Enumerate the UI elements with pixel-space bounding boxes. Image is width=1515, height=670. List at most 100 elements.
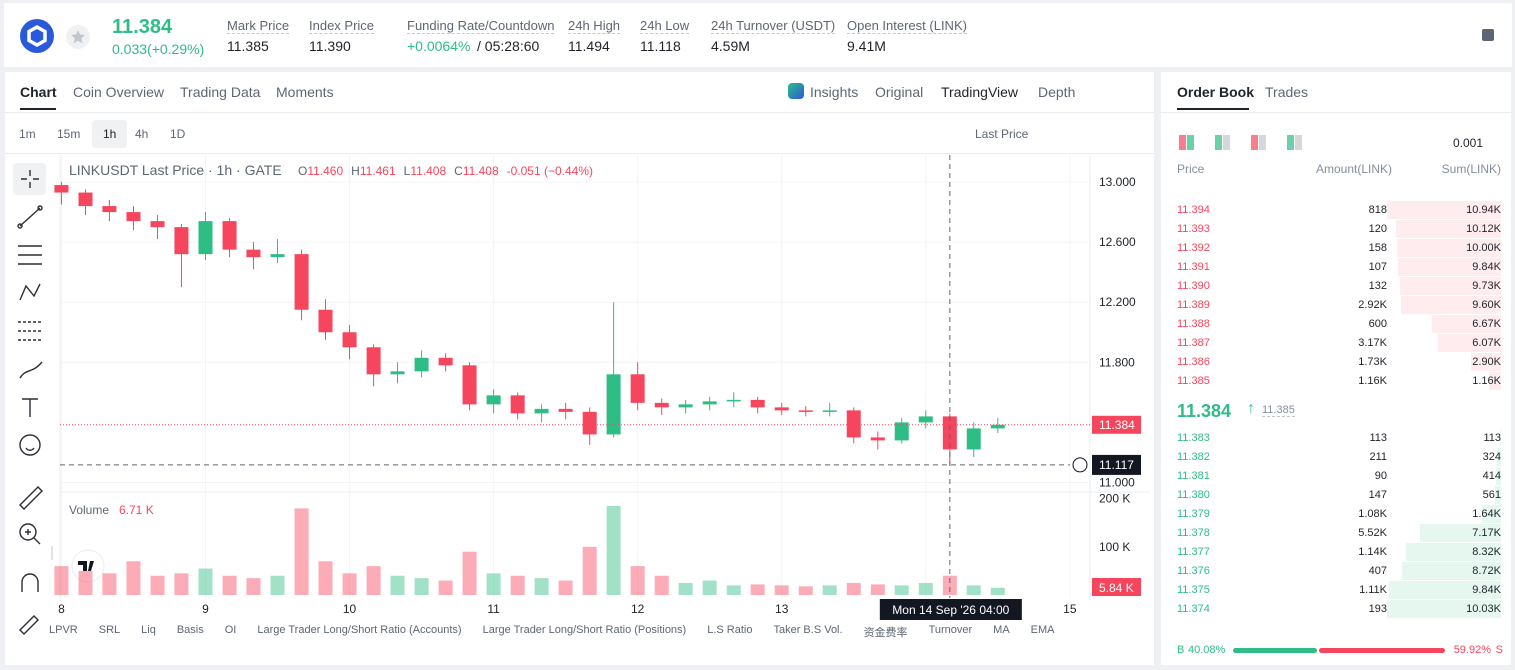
depth-bar <box>1387 201 1501 219</box>
stat-value: 11.118 <box>640 38 681 54</box>
volume-bar <box>942 575 957 595</box>
book-icon[interactable] <box>1480 27 1496 43</box>
indicator-bar[interactable]: LPVR SRL Liq Basis OI Large Trader Long/Short… <box>49 624 1059 642</box>
candle-body <box>198 221 213 255</box>
indicator[interactable]: Turnover <box>928 624 973 636</box>
price-change: 0.033(+0.29%) <box>112 41 205 57</box>
indicator[interactable]: MA <box>993 624 1010 636</box>
ob-amount: 1.08K <box>1358 508 1387 520</box>
ob-layout-icon <box>1187 135 1194 150</box>
candle-body <box>894 422 909 441</box>
volume-bar <box>774 585 789 595</box>
candle-body <box>678 404 693 408</box>
volume-last-label: 5.84 K <box>1099 581 1134 595</box>
indicator[interactable]: LPVR <box>49 624 78 636</box>
depth-bar <box>1396 239 1501 257</box>
volume-bar <box>798 586 813 595</box>
favorite-star[interactable] <box>66 25 90 49</box>
candle-body <box>78 192 93 207</box>
price-type-select: Last Price <box>975 127 1029 141</box>
candle-body <box>966 428 981 450</box>
ob-sum: 10.03K <box>1466 603 1501 615</box>
stat-value: 11.494 <box>568 38 610 54</box>
interval-button[interactable]: 15m <box>57 127 81 141</box>
x-tick-label: 9 <box>202 602 209 616</box>
candle-body <box>390 371 405 375</box>
stat-value: 11.390 <box>309 38 351 54</box>
indicator[interactable]: Liq <box>141 624 156 636</box>
volume-bar <box>918 582 933 595</box>
ob-sum: 10.00K <box>1466 242 1501 254</box>
last-price-tag <box>1092 415 1141 434</box>
interval-button[interactable]: 1D <box>170 127 186 141</box>
indicator[interactable]: SRL <box>98 624 121 636</box>
y-tick-label: 12.200 <box>1099 295 1136 309</box>
indicator[interactable]: OI <box>224 624 237 636</box>
ob-layout-icon <box>1259 135 1266 150</box>
legend-value: 11.408 <box>463 164 499 178</box>
volume-tick-label: 100 K <box>1099 540 1130 554</box>
view-tab[interactable]: TradingView <box>941 84 1019 100</box>
ob-price: 11.378 <box>1177 527 1210 539</box>
chart-title: LINKUSDT Last Price · 1h · GATE <box>69 162 282 178</box>
ob-tab[interactable]: Trades <box>1265 84 1309 100</box>
ob-tab[interactable]: Order Book <box>1177 84 1255 100</box>
ob-divider <box>1161 112 1511 113</box>
x-tick-label: 12 <box>631 602 645 616</box>
indicator[interactable]: 资金费率 <box>863 627 908 639</box>
volume-bar <box>462 551 477 595</box>
ob-price: 11.383 <box>1177 432 1210 444</box>
ob-price: 11.386 <box>1177 356 1210 368</box>
ob-tab-underline[interactable] <box>1177 108 1249 110</box>
ob-price: 11.382 <box>1177 451 1210 463</box>
view-tab[interactable]: Insights <box>810 84 859 100</box>
candle-body <box>918 416 933 423</box>
ob-amount: 107 <box>1368 261 1387 273</box>
ob-price: 11.392 <box>1177 242 1210 254</box>
indicator[interactable]: Large Trader Long/Short Ratio (Accounts) <box>257 624 462 636</box>
volume-bar <box>438 580 453 595</box>
volume-bar <box>318 561 333 595</box>
depth-bar <box>1387 600 1501 618</box>
indicator[interactable]: EMA <box>1030 624 1055 636</box>
candle-body <box>246 249 261 258</box>
volume-bar <box>246 578 261 595</box>
stat-value: +0.0064% <box>407 38 471 54</box>
chart-tab[interactable]: Chart <box>20 84 57 100</box>
indicator[interactable]: Taker B.S Vol. <box>773 624 843 636</box>
indicator[interactable]: Large Trader Long/Short Ratio (Positions… <box>482 624 687 636</box>
x-tick-label: 11 <box>487 602 500 616</box>
volume-bar <box>510 575 525 595</box>
y-tick-label: 11.000 <box>1099 475 1135 489</box>
ob-header: Amount(LINK) <box>1315 162 1392 176</box>
ob-amount: 818 <box>1368 204 1387 216</box>
candle-body <box>510 395 525 414</box>
candle-body <box>222 221 237 250</box>
mid-price: 11.384 <box>1177 401 1232 421</box>
ob-price: 11.390 <box>1177 280 1210 292</box>
view-tab[interactable]: Depth <box>1038 84 1076 100</box>
indicator[interactable]: Basis <box>176 624 204 636</box>
volume-bar <box>102 573 117 595</box>
volume-bar <box>126 561 141 595</box>
drawing-tools <box>13 163 46 635</box>
depth-bar <box>1437 334 1501 352</box>
interval-button[interactable]: 1h <box>92 120 128 148</box>
chart-tab[interactable]: Coin Overview <box>73 84 165 100</box>
depth-bar <box>1398 258 1501 276</box>
ob-amount: 3.17K <box>1358 337 1387 349</box>
ob-sum: 8.72K <box>1472 565 1501 577</box>
chart-tab[interactable]: Moments <box>276 84 334 100</box>
interval-button[interactable]: 4h <box>135 127 149 141</box>
indicator[interactable]: L.S Ratio <box>707 624 753 636</box>
depth-bar <box>1482 505 1501 523</box>
toolbar-divider <box>5 153 1154 154</box>
volume-bar <box>486 573 501 595</box>
x-tick-label: 15 <box>1063 602 1077 616</box>
volume-bar <box>894 585 909 595</box>
interval-button[interactable]: 1m <box>19 127 36 141</box>
chart-tab[interactable]: Trading Data <box>180 84 261 100</box>
view-tab[interactable]: Original <box>875 84 924 100</box>
ob-price: 11.385 <box>1177 375 1210 387</box>
candle-body <box>102 206 117 213</box>
